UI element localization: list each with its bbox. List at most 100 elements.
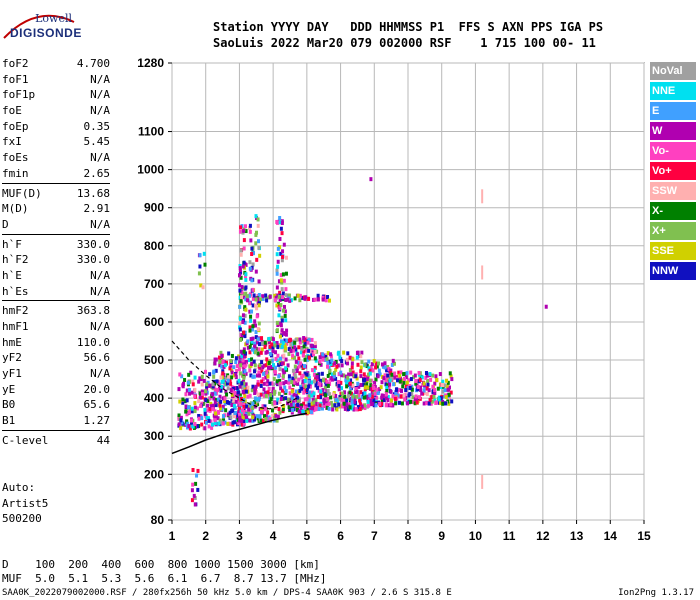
- echo-point: [404, 388, 408, 393]
- echo-point: [350, 365, 354, 370]
- echo-point: [238, 268, 242, 273]
- echo-point: [241, 264, 245, 269]
- echo-point: [314, 358, 318, 363]
- echo-point: [238, 321, 242, 326]
- echo-point: [261, 296, 265, 301]
- param-value: 2.65: [83, 166, 111, 180]
- echo-point: [329, 362, 333, 367]
- echo-point: [203, 426, 207, 431]
- echo-point: [247, 407, 251, 412]
- echo-point: [312, 400, 316, 405]
- echo-point: [354, 390, 358, 395]
- echo-point: [251, 303, 255, 308]
- echo-point: [303, 364, 307, 369]
- y-tick-label: 700: [144, 277, 164, 291]
- echo-point: [319, 395, 323, 400]
- echo-point: [308, 393, 312, 398]
- echo-point: [347, 372, 351, 377]
- echo-point: [357, 384, 361, 389]
- x-tick-label: 9: [438, 529, 445, 543]
- echo-point: [229, 388, 233, 393]
- echo-point: [348, 368, 352, 373]
- param-value: 0.35: [83, 119, 111, 133]
- echo-point: [293, 355, 297, 360]
- echo-point: [179, 415, 183, 420]
- echo-point: [279, 303, 283, 308]
- echo-point: [205, 384, 209, 389]
- echo-point: [219, 388, 223, 393]
- echo-point: [235, 364, 239, 369]
- echo-point: [315, 385, 319, 390]
- echo-point: [263, 404, 267, 409]
- echo-point: [275, 271, 279, 276]
- echo-point: [278, 400, 282, 405]
- echo-point: [399, 388, 403, 393]
- echo-point: [346, 375, 350, 380]
- echo-point: [406, 386, 410, 391]
- echo-point: [306, 407, 310, 412]
- echo-point: [396, 393, 400, 398]
- echo-point: [250, 278, 254, 283]
- echo-point: [375, 364, 379, 369]
- echo-point: [308, 390, 312, 395]
- echo-point: [256, 239, 260, 244]
- echo-point: [271, 413, 275, 418]
- echo-point: [293, 340, 297, 345]
- autoscaling-info: Auto: Artist5 500200: [2, 480, 48, 527]
- echo-point: [187, 405, 191, 410]
- echo-point: [275, 252, 279, 257]
- echo-point: [326, 373, 330, 378]
- echo-point: [292, 402, 296, 407]
- echo-point: [252, 416, 256, 421]
- echo-point: [321, 357, 325, 362]
- echo-point: [285, 341, 289, 346]
- footer-bar: SAA0K_2022079002000.RSF / 280fx256h 50 k…: [2, 588, 698, 598]
- ssw-mark: [481, 474, 484, 489]
- echo-point: [372, 398, 376, 403]
- echo-point: [385, 388, 389, 393]
- echo-point: [433, 388, 437, 393]
- echo-point: [200, 382, 204, 387]
- echo-point: [403, 397, 407, 402]
- echo-point: [279, 396, 283, 401]
- echo-point: [433, 398, 437, 403]
- echo-point: [195, 406, 199, 411]
- echo-point: [281, 374, 285, 379]
- echo-point: [227, 375, 231, 380]
- echo-point: [229, 381, 233, 386]
- echo-point: [204, 398, 208, 403]
- echo-point: [303, 378, 307, 383]
- param-label: fmin: [2, 166, 29, 180]
- echo-point: [306, 410, 310, 415]
- echo-point: [235, 386, 239, 391]
- echo-point: [258, 373, 262, 378]
- echo-point: [238, 412, 242, 417]
- echo-point: [276, 246, 280, 251]
- echo-point: [249, 401, 253, 406]
- echo-point: [249, 318, 253, 323]
- echo-point: [351, 383, 355, 388]
- echo-point: [330, 358, 334, 363]
- echo-point: [238, 418, 242, 423]
- echo-point: [185, 388, 189, 393]
- echo-point: [284, 380, 288, 385]
- param-row: fxI 5.45: [2, 134, 110, 150]
- echo-point: [277, 362, 281, 367]
- echo-point: [303, 405, 307, 410]
- echo-point: [316, 394, 320, 399]
- echo-point: [390, 398, 394, 403]
- echo-point: [320, 406, 324, 411]
- echo-point: [443, 401, 447, 406]
- echo-point: [259, 407, 263, 412]
- echo-point: [340, 363, 344, 368]
- echo-point: [247, 411, 251, 416]
- echo-point: [286, 397, 290, 402]
- echo-point: [215, 388, 219, 393]
- param-value: 44: [96, 433, 110, 447]
- echo-point: [238, 304, 242, 309]
- logo-line1: Lowell: [35, 12, 72, 25]
- echo-point: [363, 403, 367, 408]
- echo-point: [316, 297, 320, 302]
- echo-point: [219, 375, 223, 380]
- echo-point: [192, 493, 196, 498]
